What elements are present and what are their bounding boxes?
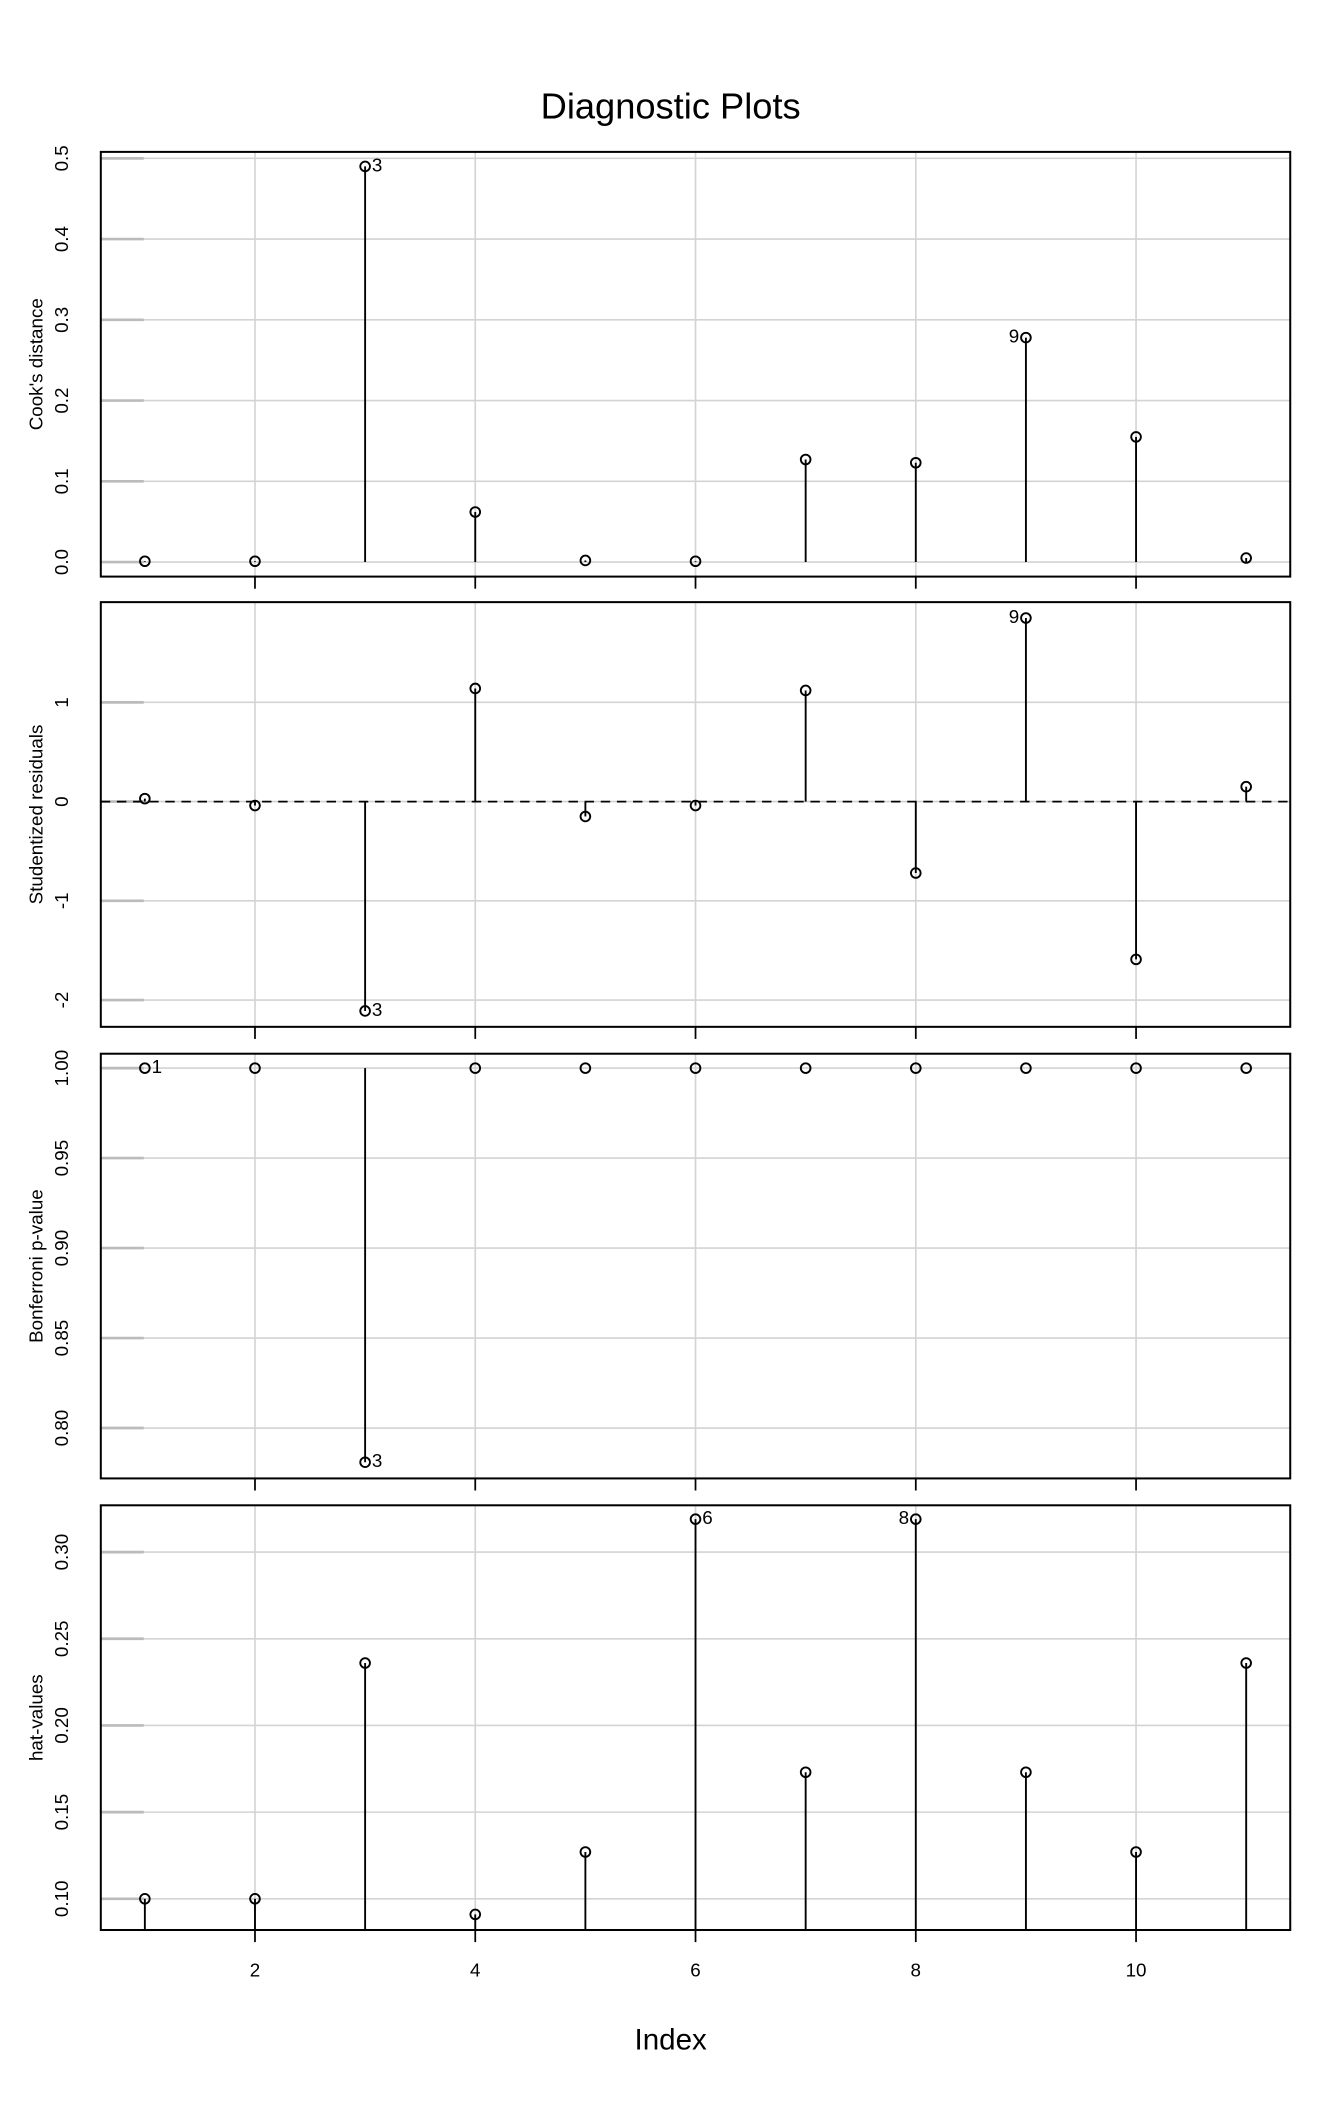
chart-title: Diagnostic Plots xyxy=(541,85,801,126)
point xyxy=(1020,612,1032,624)
point xyxy=(1130,431,1142,443)
y-tick-label: -2 xyxy=(51,992,72,1009)
point xyxy=(139,1893,151,1905)
x-tick-label: 8 xyxy=(911,1960,921,1981)
y-tick-label: 0.95 xyxy=(51,1140,72,1177)
point xyxy=(469,1908,482,1921)
y-tick-label: 0.1 xyxy=(51,468,72,494)
point xyxy=(249,1062,261,1074)
y-tick-label: 0.4 xyxy=(51,226,72,252)
y-tick-label: 1 xyxy=(51,697,72,707)
point-label: 3 xyxy=(372,1450,382,1471)
y-tick-label: 0.5 xyxy=(51,145,72,171)
y-tick-label: 0.30 xyxy=(51,1534,72,1571)
point xyxy=(1130,1062,1142,1074)
x-tick-label: 6 xyxy=(690,1960,700,1981)
y-tick-label: 0.2 xyxy=(51,388,72,414)
point xyxy=(689,1513,702,1525)
point xyxy=(910,456,922,469)
point xyxy=(579,810,592,823)
point xyxy=(689,799,702,812)
point xyxy=(799,1766,812,1779)
y-axis-label: Studentized residuals xyxy=(26,725,47,905)
point xyxy=(799,1062,812,1074)
y-tick-label: 0 xyxy=(51,796,72,806)
point xyxy=(359,1657,371,1669)
point xyxy=(139,555,151,568)
plot-frame xyxy=(99,150,1292,578)
plot-frame xyxy=(99,1504,1292,1932)
point xyxy=(689,1062,702,1074)
point xyxy=(579,1846,592,1858)
x-tick-label: 10 xyxy=(1126,1960,1147,1981)
point xyxy=(689,555,702,568)
point xyxy=(249,1893,261,1905)
point xyxy=(579,554,592,567)
point xyxy=(1020,1062,1032,1074)
y-tick-label: 0.20 xyxy=(51,1707,72,1744)
point xyxy=(249,555,261,568)
point xyxy=(1020,331,1032,344)
point xyxy=(359,160,371,173)
point xyxy=(469,682,482,695)
y-axis-label: hat-values xyxy=(26,1674,47,1761)
plot-frame xyxy=(99,601,1292,1028)
point-label: 8 xyxy=(899,1507,909,1528)
x-axis-label: Index xyxy=(635,2023,708,2056)
point xyxy=(359,1456,371,1469)
point xyxy=(1130,953,1142,966)
x-tick-label: 4 xyxy=(470,1960,480,1981)
point-label: 3 xyxy=(372,999,382,1020)
point xyxy=(1240,1657,1252,1669)
point xyxy=(1020,1766,1032,1779)
x-tick-label: 2 xyxy=(250,1960,260,1981)
point xyxy=(1240,780,1252,793)
point xyxy=(1240,1062,1252,1074)
point-label: 3 xyxy=(372,154,382,175)
point-label: 9 xyxy=(1009,606,1019,627)
y-axis-label: Bonferroni p-value xyxy=(26,1189,47,1343)
point xyxy=(910,1062,922,1074)
point-label: 9 xyxy=(1009,326,1019,347)
point xyxy=(1240,552,1252,564)
point xyxy=(469,506,482,518)
point xyxy=(910,1513,922,1525)
point-label: 6 xyxy=(702,1507,712,1528)
point xyxy=(359,1005,371,1017)
point xyxy=(139,792,151,805)
y-tick-label: 0.10 xyxy=(51,1881,72,1918)
point xyxy=(910,867,922,879)
point xyxy=(469,1062,482,1074)
point xyxy=(249,799,261,812)
point-label: 1 xyxy=(152,1056,162,1077)
y-tick-label: 0.25 xyxy=(51,1620,72,1657)
y-axis-label: Cook's distance xyxy=(26,298,47,430)
y-tick-label: 0.0 xyxy=(51,549,72,575)
y-tick-label: 0.15 xyxy=(51,1794,72,1831)
point xyxy=(139,1062,151,1074)
y-tick-label: 0.80 xyxy=(51,1410,72,1447)
y-tick-label: 0.85 xyxy=(51,1320,72,1357)
point xyxy=(799,453,812,466)
point xyxy=(579,1062,592,1074)
y-tick-label: -1 xyxy=(51,892,72,909)
plot-frame xyxy=(99,1052,1292,1480)
y-tick-label: 1.00 xyxy=(51,1050,72,1087)
y-tick-label: 0.90 xyxy=(51,1230,72,1267)
y-tick-label: 0.3 xyxy=(51,307,72,333)
point xyxy=(1130,1846,1142,1858)
point xyxy=(799,684,812,697)
